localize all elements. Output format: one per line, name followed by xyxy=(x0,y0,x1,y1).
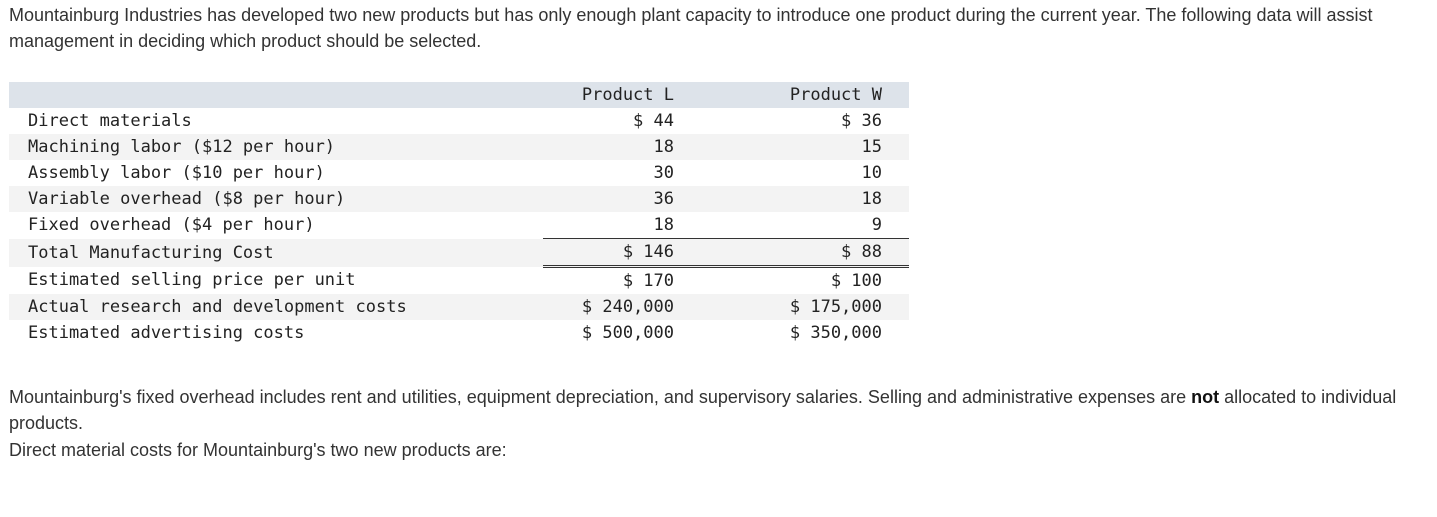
product-l-value: $ 500,000 xyxy=(581,323,674,343)
product-w-value: $ 175,000 xyxy=(701,294,909,320)
product-l-value: 30 xyxy=(653,163,674,183)
product-l-value: 18 xyxy=(653,215,674,235)
overhead-paragraph: Mountainburg's fixed overhead includes r… xyxy=(9,384,1429,436)
product-l-value: 36 xyxy=(543,186,674,212)
header-product-l: Product L xyxy=(543,82,674,108)
table-row: Actual research and development costs $ … xyxy=(9,294,909,320)
product-w-value: 9 xyxy=(871,215,882,235)
product-l-value: $ 240,000 xyxy=(543,294,674,320)
row-label: Fixed overhead ($4 per hour) xyxy=(28,215,315,236)
cost-table: Product L Product W Direct materials $ 4… xyxy=(9,82,909,346)
row-label: Assembly labor ($10 per hour) xyxy=(28,163,325,183)
table-row: Assembly labor ($10 per hour) 30 10 xyxy=(9,160,909,186)
row-label: Estimated advertising costs xyxy=(28,323,305,343)
table-row: Fixed overhead ($4 per hour) 18 9 xyxy=(9,212,909,239)
direct-material-prompt: Direct material costs for Mountainburg's… xyxy=(9,440,507,460)
overhead-text-end: allocated to individual products. xyxy=(9,387,1397,433)
row-label: Variable overhead ($8 per hour) xyxy=(9,186,543,212)
product-l-value: $ 170 xyxy=(622,271,674,291)
header-product-w: Product W xyxy=(701,82,909,108)
table-row: Variable overhead ($8 per hour) 36 18 xyxy=(9,186,909,212)
table-row: Estimated advertising costs $ 500,000 $ … xyxy=(9,320,909,346)
product-w-total: $ 88 xyxy=(701,238,909,268)
table-header-row: Product L Product W xyxy=(9,82,909,108)
row-label: Total Manufacturing Cost xyxy=(9,238,543,267)
product-l-value: $ 44 xyxy=(633,111,674,131)
product-w-value: 15 xyxy=(701,134,909,160)
overhead-text-start: Mountainburg's fixed overhead includes r… xyxy=(9,387,1192,407)
row-label: Machining labor ($12 per hour) xyxy=(9,134,543,160)
product-w-value: 10 xyxy=(861,163,882,183)
table-row: Machining labor ($12 per hour) 18 15 xyxy=(9,134,909,160)
row-label: Direct materials xyxy=(28,111,192,131)
product-w-value: 18 xyxy=(701,186,909,212)
row-label: Estimated selling price per unit xyxy=(28,270,356,291)
total-row: Total Manufacturing Cost $ 146 $ 88 xyxy=(9,238,909,268)
intro-paragraph: Mountainburg Industries has developed tw… xyxy=(9,5,1373,51)
table-row: Direct materials $ 44 $ 36 xyxy=(9,108,909,134)
product-w-value: $ 100 xyxy=(830,271,882,291)
product-l-value: 18 xyxy=(543,134,674,160)
product-l-total: $ 146 xyxy=(543,238,674,268)
product-w-value: $ 350,000 xyxy=(789,323,882,343)
emphasis-not: not xyxy=(1191,387,1220,407)
table-row: Estimated selling price per unit $ 170 $… xyxy=(9,267,909,295)
header-label xyxy=(9,82,543,108)
product-w-value: $ 36 xyxy=(841,111,882,131)
row-label: Actual research and development costs xyxy=(9,294,543,320)
